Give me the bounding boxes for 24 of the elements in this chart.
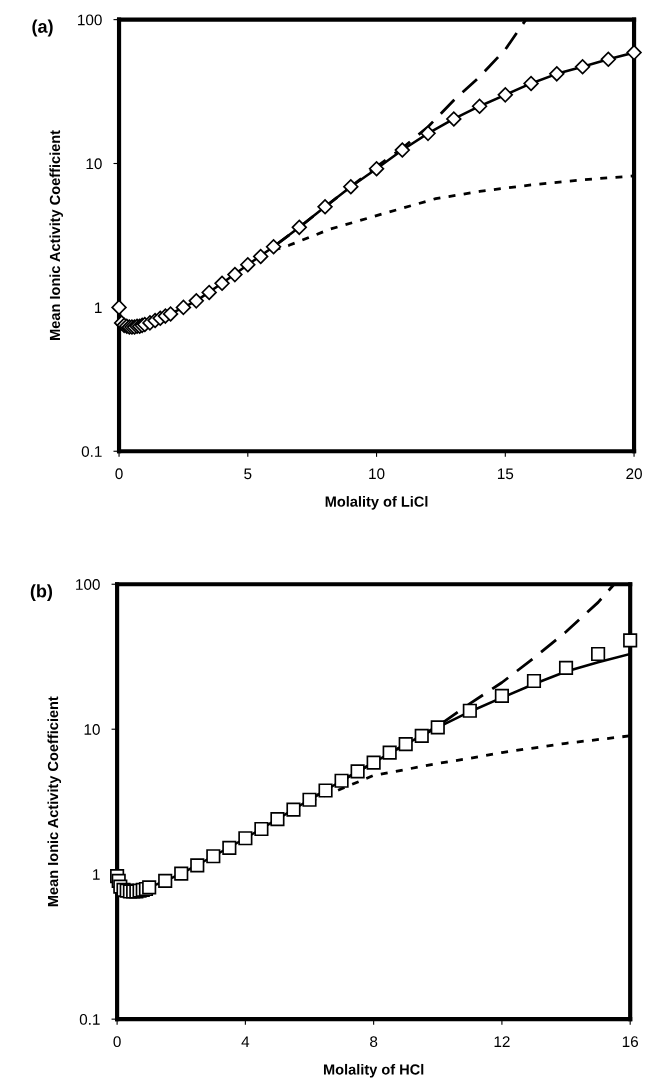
x-tick-label: 0 <box>113 1036 121 1048</box>
x-tick-label: 5 <box>244 468 252 480</box>
x-tick-label: 4 <box>241 1036 250 1047</box>
y-tick-label: 100 <box>76 579 100 590</box>
x-tick-label: 12 <box>494 1036 510 1047</box>
y-tick-label: 10 <box>84 724 100 735</box>
x-tick-label: 8 <box>370 1036 378 1048</box>
x-tick-label: 10 <box>369 468 385 480</box>
y-tick-label: 0.1 <box>79 1014 100 1025</box>
x-axis-title: Molality of HCl <box>323 1063 424 1078</box>
y-tick-label: 1 <box>95 302 102 313</box>
chart-title: (b) <box>30 584 53 602</box>
x-tick-label: 15 <box>497 468 514 480</box>
x-tick-label: 0 <box>115 468 123 480</box>
y-axis-title: Mean Ionic Activity Coefficient <box>47 696 62 907</box>
y-axis-title: Mean Ionic Activity Coefficient <box>49 130 63 340</box>
y-tick-label: 10 <box>86 158 102 170</box>
y-tick-label: 100 <box>78 14 102 26</box>
y-tick-label: 1 <box>93 869 100 880</box>
chart-title: (a) <box>32 19 53 37</box>
x-axis-title: Molality of LiCl <box>325 496 428 510</box>
x-tick-label: 16 <box>622 1036 638 1048</box>
y-tick-label: 0.1 <box>81 446 102 457</box>
x-tick-label: 20 <box>626 468 642 480</box>
